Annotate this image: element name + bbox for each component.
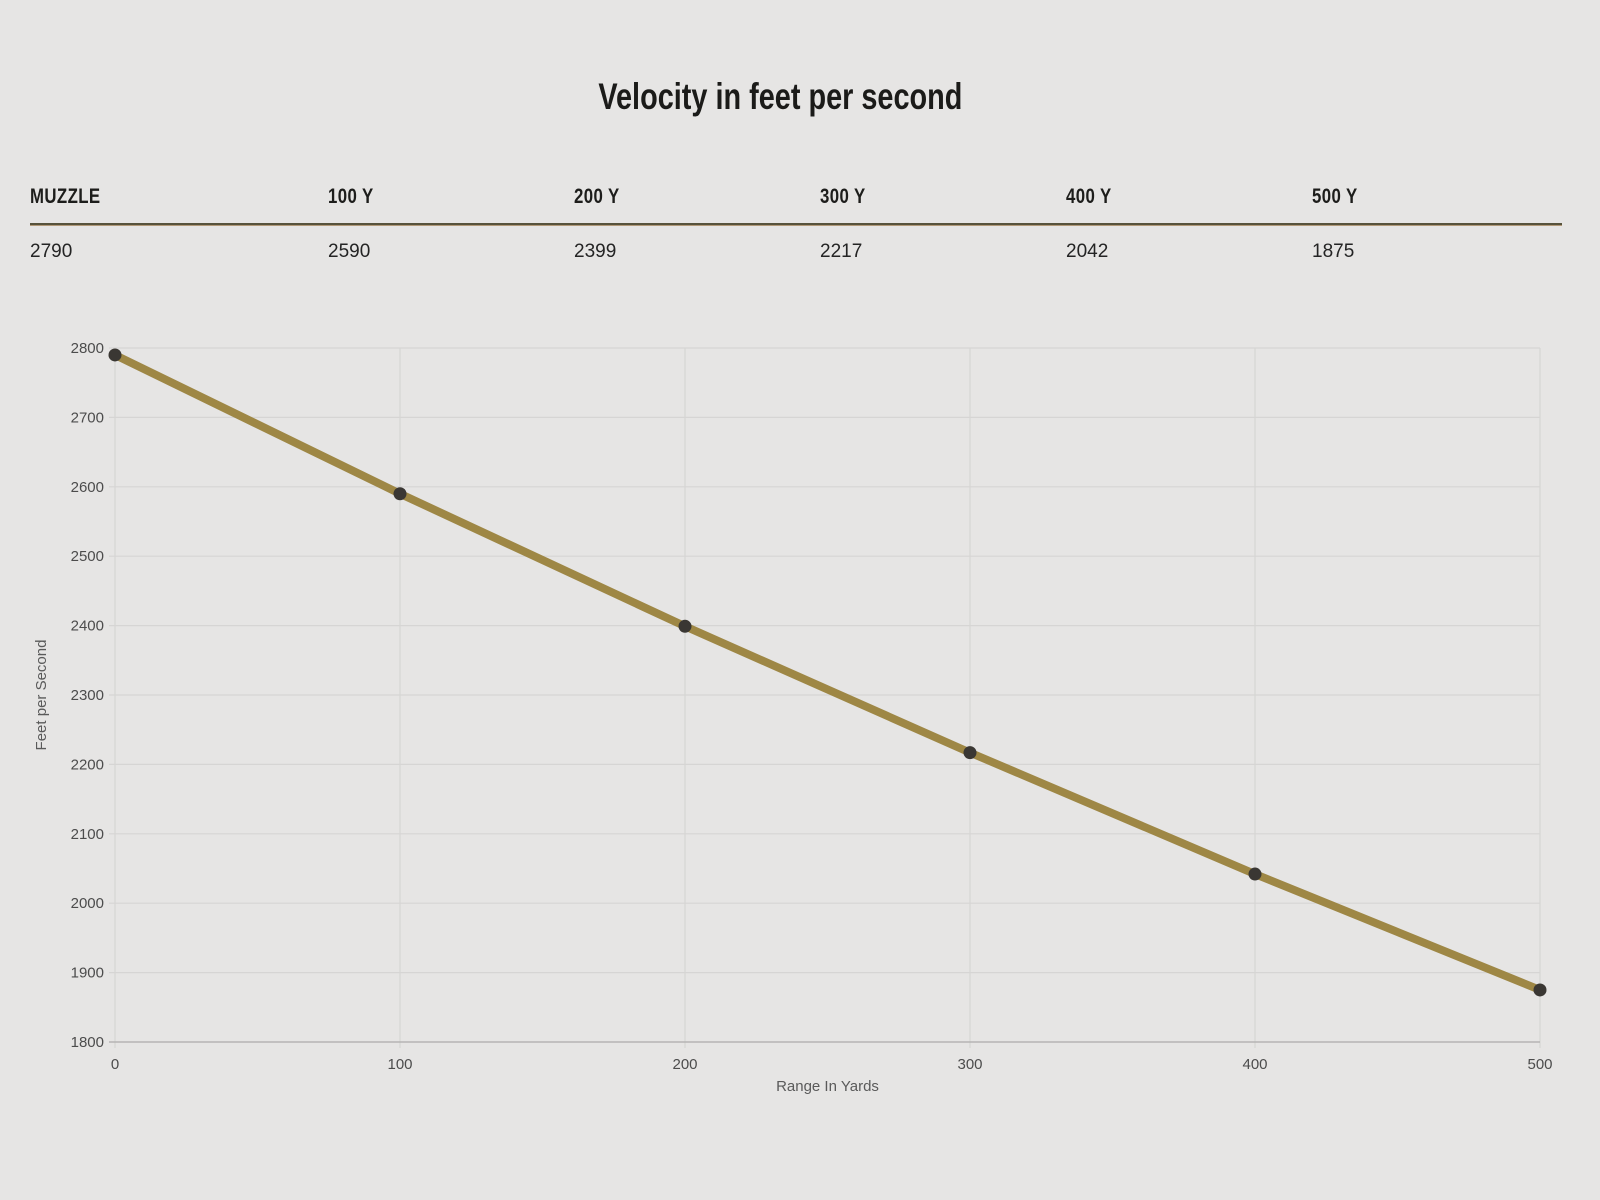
- svg-text:2700: 2700: [71, 409, 104, 426]
- svg-text:1900: 1900: [71, 965, 104, 982]
- table-header-400y: 400 Y: [1066, 185, 1112, 208]
- table-value-500y: 1875: [1312, 241, 1355, 262]
- table-separator: [30, 223, 1562, 226]
- table-header-row: MUZZLE 100 Y 200 Y 300 Y 400 Y 500 Y: [30, 184, 1562, 210]
- table-header-300y: 300 Y: [820, 185, 866, 208]
- svg-text:2500: 2500: [71, 548, 104, 565]
- table-header-muzzle: MUZZLE: [30, 185, 101, 208]
- svg-text:2200: 2200: [71, 756, 104, 773]
- svg-text:100: 100: [387, 1056, 412, 1073]
- table-value-200y: 2399: [574, 241, 617, 262]
- svg-text:1800: 1800: [71, 1034, 104, 1051]
- table-header-500y: 500 Y: [1312, 185, 1358, 208]
- svg-text:2600: 2600: [71, 479, 104, 496]
- page-title-text: Velocity in feet per second: [597, 76, 963, 117]
- svg-text:400: 400: [1242, 1056, 1267, 1073]
- svg-text:200: 200: [672, 1056, 697, 1073]
- svg-text:300: 300: [957, 1056, 982, 1073]
- table-header-100y: 100 Y: [328, 185, 374, 208]
- table-value-400y: 2042: [1066, 241, 1109, 262]
- svg-text:0: 0: [111, 1056, 119, 1073]
- svg-text:2400: 2400: [71, 618, 104, 635]
- svg-text:Feet per Second: Feet per Second: [33, 640, 50, 751]
- svg-text:2000: 2000: [71, 895, 104, 912]
- svg-text:Range In Yards: Range In Yards: [776, 1078, 879, 1095]
- page-title: Velocity in feet per second: [0, 74, 1560, 120]
- svg-text:2300: 2300: [71, 687, 104, 704]
- table-value-muzzle: 2790: [30, 241, 73, 262]
- table-value-row: 2790 2590 2399 2217 2042 1875: [30, 240, 1562, 264]
- svg-text:2800: 2800: [71, 340, 104, 357]
- svg-text:2100: 2100: [71, 826, 104, 843]
- table-header-200y: 200 Y: [574, 185, 620, 208]
- velocity-table: MUZZLE 100 Y 200 Y 300 Y 400 Y 500 Y 279…: [30, 184, 1562, 264]
- table-value-100y: 2590: [328, 241, 371, 262]
- svg-text:500: 500: [1527, 1056, 1552, 1073]
- table-value-300y: 2217: [820, 241, 863, 262]
